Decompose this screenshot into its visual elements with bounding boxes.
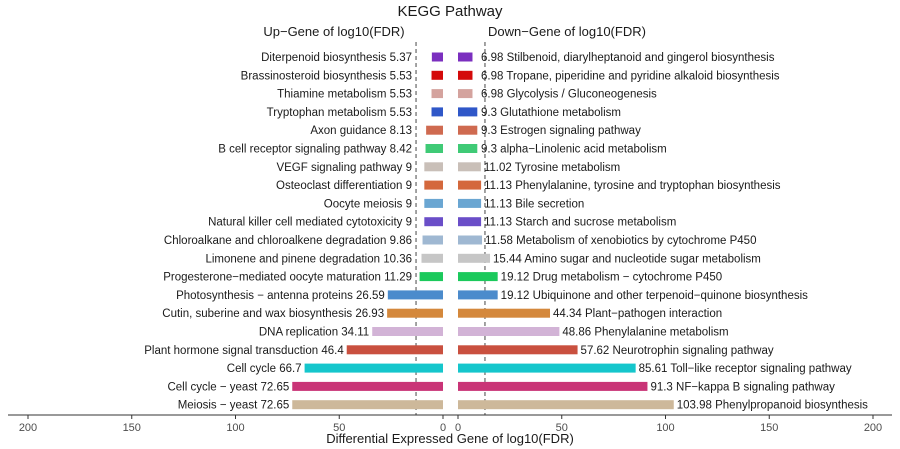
down-bar-label: 48.86 Phenylalanine metabolism — [562, 327, 728, 339]
down-bar — [458, 253, 491, 263]
up-bar-label: Osteoclast differentiation 9 — [276, 180, 412, 192]
down-bar — [458, 400, 674, 410]
down-bar-label: 11.13 Starch and sucrose metabolism — [484, 217, 676, 229]
up-bar — [292, 400, 443, 410]
up-bar-label: Progesterone−mediated oocyte maturation … — [163, 272, 412, 284]
down-bar-label: 44.34 Plant−pathogen interaction — [553, 308, 722, 320]
up-bar — [292, 381, 443, 391]
x-tick-label: 150 — [123, 422, 141, 434]
up-bar — [419, 272, 443, 282]
up-bar — [424, 180, 443, 190]
down-bar-label: 6.98 Stilbenoid, diarylheptanoid and gin… — [481, 52, 775, 64]
up-bar — [424, 162, 443, 172]
down-bar — [458, 162, 481, 172]
up-bar-label: Chloroalkane and chloroalkene degradatio… — [164, 235, 412, 247]
down-bar-label: 11.58 Metabolism of xenobiotics by cytoc… — [485, 235, 756, 247]
down-bar — [458, 198, 482, 208]
down-bar-label: 91.3 NF−kappa B signaling pathway — [650, 381, 835, 393]
bars-layer: Diterpenoid biosynthesis 5.37 Brassinoste… — [144, 42, 868, 415]
down-bar — [458, 107, 478, 117]
x-tick-label: 150 — [760, 422, 778, 434]
down-bar-label: 103.98 Phenylpropanoid biosynthesis — [677, 400, 868, 412]
up-bar-label: Diterpenoid biosynthesis 5.37 — [261, 52, 412, 64]
down-bar-label: 6.98 Tropane, piperidine and pyridine al… — [481, 70, 780, 82]
x-tick-label: 0 — [440, 422, 446, 434]
down-bar — [458, 290, 498, 300]
up-bar — [387, 290, 443, 300]
down-bar — [458, 70, 473, 80]
down-bar — [458, 125, 478, 135]
down-bar — [458, 272, 498, 282]
up-bar — [426, 125, 443, 135]
up-bar-label: Photosynthesis − antenna proteins 26.59 — [176, 290, 385, 302]
up-bar-label: VEGF signaling pathway 9 — [276, 162, 412, 174]
up-bar-label: B cell receptor signaling pathway 8.42 — [218, 144, 412, 156]
up-bar — [421, 253, 443, 263]
x-tick-label: 200 — [19, 422, 37, 434]
down-bar-label: 9.3 Glutathione metabolism — [481, 107, 621, 119]
down-bar-label: 11.13 Phenylalanine, tyrosine and trypto… — [484, 180, 781, 192]
down-bar — [458, 345, 578, 355]
up-bar — [431, 70, 443, 80]
up-bar-label: Brassinosteroid biosynthesis 5.53 — [241, 70, 412, 82]
up-bar-label: Limonene and pinene degradation 10.36 — [205, 253, 412, 265]
down-bar — [458, 52, 473, 62]
down-bar — [458, 235, 483, 245]
up-bar-label: Thiamine metabolism 5.53 — [277, 89, 412, 101]
up-bar-label: Natural killer cell mediated cytotoxicit… — [208, 217, 412, 229]
down-bar-label: 85.61 Toll−like receptor signaling pathw… — [639, 363, 852, 375]
up-bar — [346, 345, 443, 355]
up-bar — [424, 198, 443, 208]
x-axis-label: Differential Expressed Gene of log10(FDR… — [326, 431, 574, 446]
up-bar — [422, 235, 443, 245]
up-bar-label: DNA replication 34.11 — [259, 327, 369, 339]
up-bar — [431, 107, 443, 117]
up-bar-label: Meiosis − yeast 72.65 — [178, 400, 290, 412]
up-bar-label: Cell cycle 66.7 — [227, 363, 302, 375]
up-bar — [387, 308, 443, 318]
chart-title: KEGG Pathway — [397, 3, 503, 20]
up-bar-label: Cutin, suberine and wax biosynthesis 26.… — [162, 308, 384, 320]
down-bar — [458, 180, 482, 190]
down-bar-label: 9.3 Estrogen signaling pathway — [481, 125, 641, 137]
x-ticks: 200 150 100 50 0 0 50 100 150 200 — [19, 415, 882, 434]
x-tick-label: 0 — [455, 422, 461, 434]
down-bar-label: 9.3 alpha−Linolenic acid metabolism — [481, 144, 667, 156]
up-bar-label: Plant hormone signal transduction 46.4 — [144, 345, 344, 357]
up-bar — [424, 217, 443, 227]
up-bar-label: Tryptophan metabolism 5.53 — [267, 107, 412, 119]
up-panel-title: Up−Gene of log10(FDR) — [263, 24, 404, 39]
up-bar-label: Cell cycle − yeast 72.65 — [167, 381, 289, 393]
down-bar-label: 57.62 Neurotrophin signaling pathway — [581, 345, 774, 357]
up-bar — [431, 89, 443, 99]
down-bar-label: 6.98 Glycolysis / Gluconeogenesis — [481, 89, 657, 101]
x-tick-label: 200 — [864, 422, 882, 434]
down-bar-label: 19.12 Ubiquinone and other terpenoid−qui… — [501, 290, 808, 302]
down-bar — [458, 327, 560, 336]
down-bar — [458, 363, 636, 373]
up-bar — [304, 363, 443, 373]
down-bar — [458, 144, 478, 153]
up-bar — [372, 327, 443, 336]
up-bar — [431, 52, 443, 62]
down-bar — [458, 217, 482, 227]
up-bar-label: Oocyte meiosis 9 — [324, 198, 412, 210]
up-bar-label: Axon guidance 8.13 — [310, 125, 412, 137]
down-bar-label: 15.44 Amino sugar and nucleotide sugar m… — [493, 253, 761, 265]
down-bar — [458, 308, 551, 318]
down-bar — [458, 381, 648, 391]
down-bar-label: 19.12 Drug metabolism − cytochrome P450 — [501, 272, 723, 284]
down-panel-title: Down−Gene of log10(FDR) — [488, 24, 646, 39]
down-bar — [458, 89, 473, 99]
down-bar-label: 11.13 Bile secretion — [484, 198, 584, 210]
x-tick-label: 100 — [656, 422, 674, 434]
x-tick-label: 100 — [226, 422, 244, 434]
up-bar — [425, 144, 443, 153]
down-bar-label: 11.02 Tyrosine metabolism — [484, 162, 620, 174]
x-tick-label: 50 — [556, 422, 568, 434]
x-tick-label: 50 — [333, 422, 345, 434]
